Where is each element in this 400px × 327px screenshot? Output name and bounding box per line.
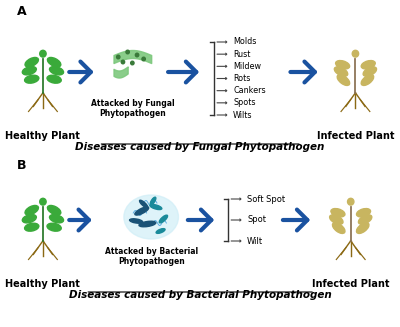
Ellipse shape [331, 209, 345, 217]
Text: Diseases caused by Bacterial Phytopathogen: Diseases caused by Bacterial Phytopathog… [69, 290, 332, 300]
Ellipse shape [334, 67, 348, 76]
Ellipse shape [25, 75, 39, 83]
Text: Wilt: Wilt [247, 236, 263, 246]
Ellipse shape [139, 221, 156, 227]
Ellipse shape [330, 215, 343, 224]
Ellipse shape [22, 215, 36, 223]
Text: Soft Spot: Soft Spot [247, 195, 285, 203]
Ellipse shape [50, 66, 64, 75]
Text: Molds: Molds [233, 38, 256, 46]
Ellipse shape [356, 209, 370, 217]
Ellipse shape [140, 200, 148, 208]
Text: A: A [16, 5, 26, 18]
Ellipse shape [50, 215, 64, 223]
Text: Attacked by Fungal
Phytopathogen: Attacked by Fungal Phytopathogen [90, 99, 174, 118]
Ellipse shape [356, 223, 369, 233]
Ellipse shape [156, 229, 165, 233]
Circle shape [352, 50, 359, 57]
Text: Healthy Plant: Healthy Plant [6, 279, 80, 289]
Circle shape [126, 50, 129, 54]
Ellipse shape [361, 75, 374, 85]
Ellipse shape [332, 223, 345, 233]
Text: Infected Plant: Infected Plant [312, 279, 390, 289]
Ellipse shape [337, 75, 350, 85]
Ellipse shape [25, 58, 38, 67]
Text: Wilts: Wilts [233, 111, 252, 119]
Text: Infected Plant: Infected Plant [317, 131, 394, 141]
Circle shape [116, 55, 120, 59]
Ellipse shape [48, 58, 61, 67]
Ellipse shape [159, 215, 168, 223]
Ellipse shape [363, 67, 376, 76]
Ellipse shape [358, 215, 372, 224]
Text: Cankers: Cankers [233, 86, 266, 95]
Ellipse shape [25, 223, 39, 231]
Text: Attacked by Bacterial
Phytopathogen: Attacked by Bacterial Phytopathogen [105, 247, 198, 267]
Ellipse shape [150, 204, 162, 210]
Text: Rots: Rots [233, 74, 250, 83]
Circle shape [135, 53, 139, 57]
Ellipse shape [361, 60, 375, 69]
Text: Spot: Spot [247, 215, 266, 225]
Text: B: B [16, 159, 26, 172]
Ellipse shape [22, 66, 36, 75]
Text: Spots: Spots [233, 98, 256, 107]
Circle shape [131, 61, 134, 65]
Circle shape [40, 50, 46, 57]
Ellipse shape [25, 205, 38, 215]
Circle shape [40, 198, 46, 205]
Ellipse shape [47, 223, 61, 231]
Text: Diseases caused by Fungal Phytopathogen: Diseases caused by Fungal Phytopathogen [76, 142, 325, 152]
Ellipse shape [47, 75, 61, 83]
Ellipse shape [124, 195, 178, 239]
Ellipse shape [130, 219, 143, 223]
Text: Healthy Plant: Healthy Plant [6, 131, 80, 141]
Circle shape [142, 57, 145, 61]
Circle shape [121, 60, 125, 64]
Text: Mildew: Mildew [233, 62, 261, 71]
Ellipse shape [336, 60, 350, 69]
Ellipse shape [135, 207, 149, 215]
Text: Rust: Rust [233, 50, 250, 59]
Ellipse shape [48, 205, 61, 215]
Circle shape [348, 198, 354, 205]
Ellipse shape [150, 197, 156, 205]
